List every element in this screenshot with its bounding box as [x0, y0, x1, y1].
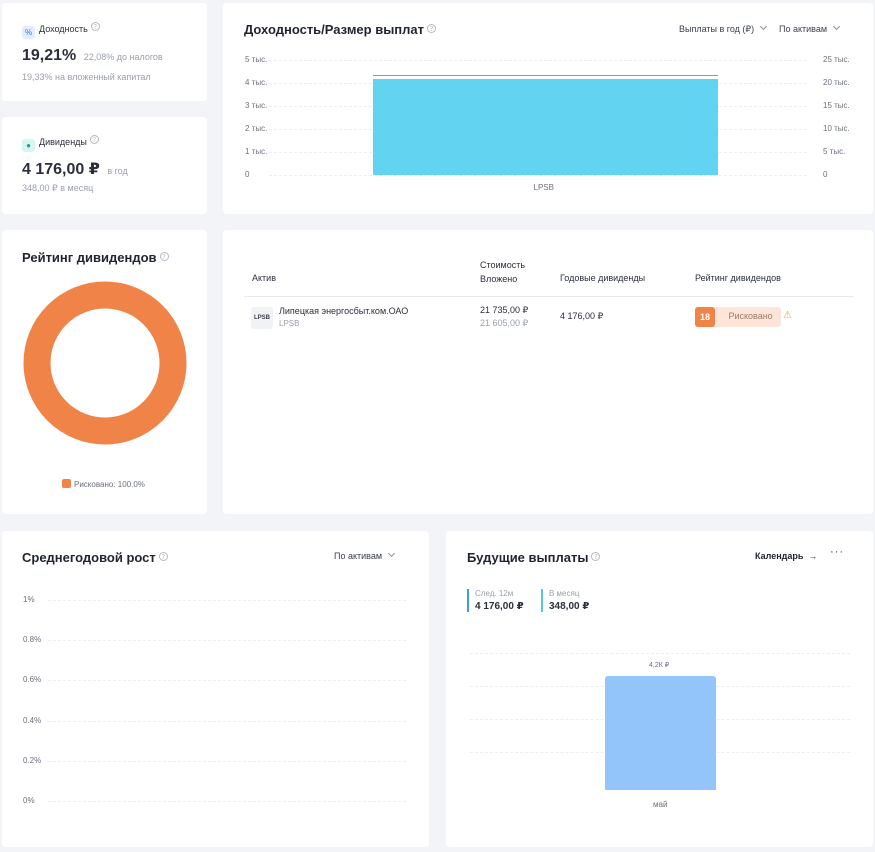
payout-filter-dropdown[interactable]: Выплаты в год (₽) [679, 22, 768, 35]
asset-name[interactable]: Липецкая энергосбыт.ком.ОАО [279, 306, 409, 316]
y-axis-left-tick: 1 тыс. [245, 147, 268, 156]
help-icon[interactable]: ? [591, 552, 601, 561]
donut-legend: Рисковано: 100.0% [62, 479, 145, 489]
next12-value: 4 176,00 ₽ [475, 601, 524, 612]
growth-y-tick: 0.2% [23, 755, 42, 765]
yield-value: 19,21% [22, 47, 77, 64]
x-axis-label: май [653, 800, 668, 809]
y-axis-right-tick: 5 тыс. [823, 147, 846, 156]
growth-y-tick: 1% [23, 595, 35, 604]
y-axis-right-tick: 15 тыс. [823, 101, 850, 110]
bar-value-label: 4,2К ₽ [649, 661, 670, 669]
gridline [269, 60, 807, 61]
y-axis-right-tick: 10 тыс. [823, 124, 850, 133]
growth-y-tick: 0.4% [23, 715, 42, 725]
asset-logo: LPSB [251, 307, 273, 329]
growth-y-tick: 0.8% [23, 635, 42, 645]
y-axis-right-tick: 25 тыс. [823, 55, 850, 64]
help-icon[interactable]: ? [427, 24, 437, 33]
donut-slice-risky[interactable] [23, 281, 187, 445]
money-icon: ● [22, 139, 35, 152]
rating-badge[interactable]: 18 Рисковано [695, 307, 781, 327]
yield-pretax: 22,08% до налогов [83, 52, 163, 62]
y-axis-right-tick: 0 [823, 170, 828, 179]
dividends-period: в год [107, 166, 128, 176]
y-axis-left-tick: 2 тыс. [245, 124, 268, 133]
y-axis-left-tick: 5 тыс. [245, 55, 268, 64]
percent-icon: % [22, 26, 35, 39]
gridline [48, 720, 406, 722]
growth-chart-plot: 1% 0.8% 0.6% 0.4% 0.2% 0% [2, 531, 429, 847]
table-row[interactable]: LPSB Липецкая энергосбыт.ком.ОАО LPSB 21… [223, 300, 873, 334]
x-axis-label: LPSB [533, 183, 554, 192]
warning-icon: ⚠ [783, 310, 792, 321]
monthly-value: 348,00 ₽ [549, 601, 590, 612]
dividends-value: 4 176,00 ₽ [22, 161, 100, 178]
rating-card: Рейтинг дивидендов? Рисковано: 100.0% [2, 230, 207, 514]
yield-invested: 19,33% на вложенный капитал [22, 72, 151, 82]
growth-group-dropdown[interactable]: По активам [334, 549, 396, 561]
calendar-link[interactable]: Календарь → [755, 551, 818, 561]
monthly-stat: В месяц 348,00 ₽ [541, 589, 589, 612]
future-payouts-card: Будущие выплаты? Календарь → ··· След. 12… [446, 531, 873, 847]
help-icon[interactable]: ? [90, 22, 100, 31]
yield-chart-plot: 5 тыс. 25 тыс. 4 тыс. 20 тыс. 3 тыс. 15 тыс. 2… [223, 3, 873, 214]
yield-label: Доходность [39, 24, 88, 34]
yield-chart-title: Доходность/Размер выплат [244, 22, 425, 37]
gridline [48, 801, 406, 802]
asset-invested: 21 605,00 ₽ [480, 318, 529, 328]
growth-y-tick: 0.6% [23, 675, 42, 685]
bar-lpsb[interactable] [373, 78, 718, 175]
header-annual[interactable]: Годовые дивиденды [560, 273, 646, 283]
growth-y-tick: 0% [23, 796, 35, 805]
dividends-card: ● Дивиденды? 4 176,00 ₽ в год 348,00 ₽ в … [2, 117, 207, 214]
dividends-monthly: 348,00 ₽ в месяц [22, 183, 94, 193]
future-chart-plot: 4,2К ₽ май [446, 531, 873, 847]
arrow-right-icon: → [808, 551, 818, 561]
header-asset[interactable]: Актив [252, 273, 276, 283]
y-axis-left-tick: 0 [245, 170, 250, 179]
gridline [269, 175, 807, 176]
next12-stat: След. 12м 4 176,00 ₽ [467, 589, 524, 612]
help-icon[interactable]: ? [89, 135, 99, 144]
rating-title: Рейтинг дивидендов [22, 250, 157, 265]
yield-chart-card: Доходность/Размер выплат? Выплаты в год … [223, 3, 873, 214]
gridline [470, 653, 850, 654]
asset-ticker: LPSB [279, 319, 300, 328]
rating-donut-chart [23, 281, 187, 445]
dividends-label: Дивиденды [39, 137, 87, 147]
yield-card: % Доходность? 19,21% 22,08% до налогов 19… [2, 3, 207, 101]
help-icon[interactable]: ? [158, 552, 168, 561]
yield-line [373, 74, 718, 76]
y-axis-left-tick: 4 тыс. [245, 78, 268, 87]
header-invested[interactable]: Вложено [480, 274, 518, 284]
y-axis-left-tick: 3 тыс. [245, 101, 268, 110]
table-divider [244, 296, 854, 297]
gridline [48, 760, 406, 762]
header-rating[interactable]: Рейтинг дивидендов [695, 273, 781, 283]
monthly-label: В месяц [549, 589, 580, 598]
assets-table-card: Актив Стоимость Вложено Годовые дивиденд… [223, 230, 873, 514]
legend-swatch [62, 479, 71, 488]
asset-cost: 21 735,00 ₽ [480, 305, 529, 315]
growth-card: Среднегодовой рост? По активам 1% 0.8% 0.6… [2, 531, 429, 847]
next12-label: След. 12м [475, 589, 514, 598]
bar-may[interactable] [605, 675, 716, 790]
rating-score: 18 [695, 307, 715, 327]
gridline [48, 680, 406, 682]
rating-label: Рисковано [728, 311, 773, 321]
gridline [48, 600, 406, 601]
header-cost[interactable]: Стоимость [480, 260, 526, 270]
growth-title: Среднегодовой рост [22, 550, 156, 565]
group-by-dropdown[interactable]: По активам [779, 22, 841, 34]
y-axis-right-tick: 20 тыс. [823, 78, 850, 87]
future-title: Будущие выплаты [467, 550, 589, 565]
gridline [48, 640, 406, 642]
more-icon[interactable]: ··· [830, 546, 844, 558]
asset-annual-dividends: 4 176,00 ₽ [560, 311, 604, 321]
help-icon[interactable]: ? [159, 252, 169, 261]
